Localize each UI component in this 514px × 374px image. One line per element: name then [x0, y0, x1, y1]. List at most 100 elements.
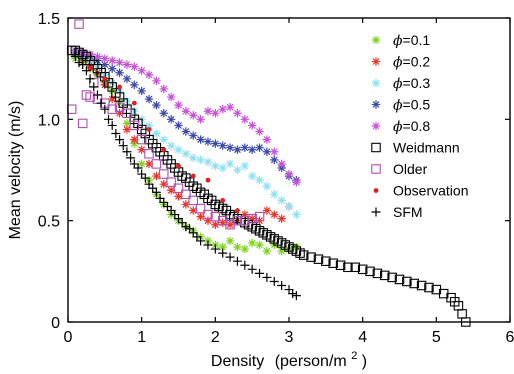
data-point	[122, 60, 132, 69]
data-point	[372, 268, 383, 279]
data-point	[269, 276, 279, 286]
data-point	[144, 149, 154, 159]
legend-marker	[373, 188, 379, 193]
data-point	[85, 74, 95, 84]
data-point	[176, 163, 181, 169]
data-point	[122, 119, 132, 128]
data-point	[211, 139, 220, 148]
data-point	[137, 169, 147, 179]
legend-label: ϕ=0.5	[393, 97, 430, 114]
data-point	[262, 182, 272, 191]
data-point	[181, 149, 191, 158]
legend-item: Weidmann	[371, 140, 460, 156]
data-point	[115, 68, 124, 77]
legend-label: Weidmann	[393, 140, 460, 156]
data-point	[196, 155, 205, 165]
data-point	[284, 285, 294, 295]
data-point	[270, 155, 279, 165]
data-point	[203, 209, 213, 220]
legend-label: SFM	[393, 204, 423, 220]
data-point	[70, 52, 80, 62]
data-point	[188, 228, 198, 238]
x-tick-label: 0	[64, 329, 73, 346]
data-point	[247, 121, 257, 130]
data-point	[262, 246, 272, 256]
data-point	[365, 266, 375, 277]
data-point	[240, 161, 249, 171]
data-point	[159, 109, 168, 118]
data-point	[104, 114, 114, 124]
data-point	[270, 190, 279, 199]
y-tick-label: 0	[51, 315, 60, 332]
data-point	[240, 215, 250, 226]
data-point	[262, 147, 272, 156]
data-point	[108, 56, 117, 65]
y-tick-label: 1.0	[38, 112, 60, 129]
data-point	[255, 127, 264, 136]
legend-marker	[371, 35, 381, 45]
data-point	[148, 183, 158, 193]
data-point	[144, 94, 154, 104]
axes: 0 1 2 3 4 5 6 0 0.5 1.0 1.5	[38, 11, 514, 346]
data-point	[218, 242, 227, 252]
data-point	[161, 147, 167, 153]
series-8	[70, 52, 301, 301]
data-point	[78, 60, 88, 70]
data-point	[277, 214, 286, 223]
data-point	[117, 84, 122, 90]
data-point	[189, 206, 198, 215]
data-point	[277, 159, 286, 169]
x-axis-label-name: Density	[211, 353, 264, 370]
data-point	[235, 208, 240, 213]
data-point	[181, 222, 191, 232]
data-point	[133, 163, 143, 173]
data-point	[291, 291, 301, 301]
data-point	[306, 252, 316, 262]
data-point	[240, 115, 249, 124]
legend: ϕ=0.1 ϕ=0.2 ϕ=0.3 ϕ=0.5 ϕ=0.8 Weidmann Older Ob…	[371, 32, 468, 220]
x-tick-label: 6	[506, 329, 514, 346]
data-point	[233, 242, 242, 252]
data-point	[102, 76, 108, 82]
data-point	[225, 159, 235, 169]
data-point	[144, 121, 154, 130]
data-point	[233, 145, 242, 154]
x-axis-label: Density (person/m 2 )	[211, 346, 367, 370]
data-point	[108, 94, 117, 104]
data-point	[130, 62, 139, 71]
data-point	[108, 64, 117, 73]
data-point	[394, 274, 405, 285]
data-point	[130, 135, 139, 144]
data-point	[232, 215, 243, 226]
legend-marker	[371, 57, 381, 66]
data-point	[225, 220, 235, 229]
series-7	[87, 66, 240, 213]
legend-marker	[371, 207, 381, 217]
data-point	[255, 240, 264, 250]
x-axis-label-unit-close: )	[362, 353, 367, 370]
data-point	[416, 280, 427, 291]
data-point	[218, 105, 227, 114]
data-point	[262, 135, 272, 144]
data-point	[196, 236, 206, 246]
data-point	[233, 109, 242, 118]
legend-item: ϕ=0.3	[371, 75, 430, 92]
data-point	[292, 210, 301, 219]
data-point	[144, 70, 154, 79]
legend-label: ϕ=0.8	[393, 118, 430, 135]
legend-item: ϕ=0.5	[371, 97, 430, 114]
data-point	[387, 272, 397, 283]
data-point	[140, 173, 150, 183]
data-point	[166, 115, 176, 124]
data-point	[284, 169, 294, 179]
data-point	[240, 260, 250, 270]
data-point	[152, 129, 161, 138]
data-point	[321, 256, 331, 266]
data-point	[144, 179, 154, 189]
data-point	[81, 66, 91, 76]
y-axis-label: Mean velocity (m/s)	[7, 101, 24, 240]
data-point	[131, 100, 137, 106]
legend-label: ϕ=0.3	[393, 75, 430, 92]
data-point	[93, 52, 102, 61]
